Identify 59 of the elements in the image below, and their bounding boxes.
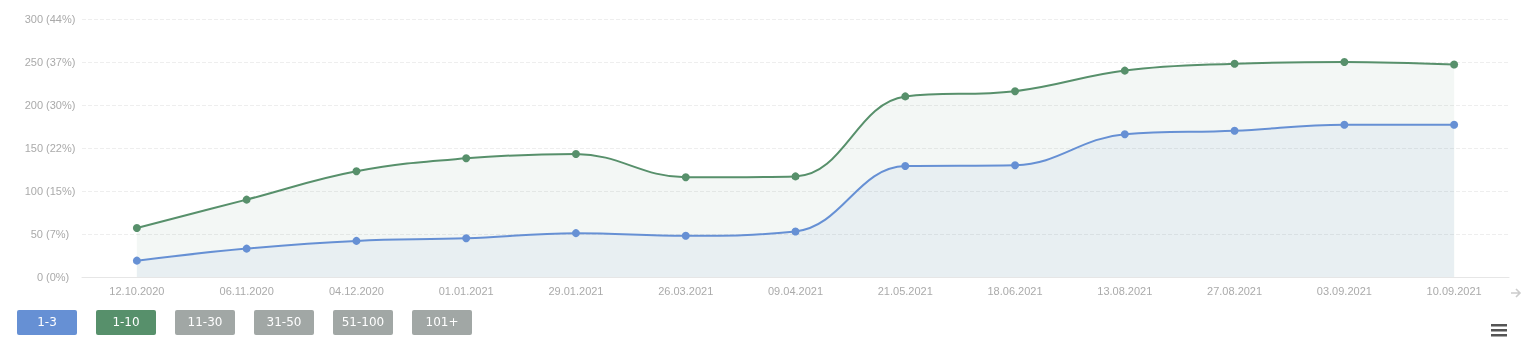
point bbox=[901, 162, 910, 171]
y2-tick-label: (44%) bbox=[46, 13, 76, 25]
x-tick-label: 27.08.2021 bbox=[1207, 284, 1263, 297]
x-tick-label: 06.11.2020 bbox=[219, 284, 274, 297]
point bbox=[1120, 66, 1129, 75]
point bbox=[791, 227, 800, 236]
point bbox=[681, 231, 690, 240]
y2-tick-label: (30%) bbox=[46, 99, 76, 111]
y-tick-label: 250 bbox=[24, 56, 43, 68]
x-tick-label: 04.12.2020 bbox=[328, 284, 384, 297]
point bbox=[132, 256, 141, 265]
text: 1-10 bbox=[96, 310, 156, 335]
point bbox=[571, 229, 580, 238]
point bbox=[1340, 58, 1349, 66]
text: 11-30 bbox=[175, 310, 235, 335]
point bbox=[1450, 60, 1459, 69]
point bbox=[462, 154, 471, 163]
point bbox=[1011, 87, 1020, 96]
point bbox=[462, 234, 471, 243]
point bbox=[681, 173, 690, 182]
point bbox=[1230, 126, 1239, 135]
point bbox=[571, 150, 580, 159]
point bbox=[1120, 130, 1129, 139]
y-tick-label: 200 bbox=[24, 99, 43, 111]
point bbox=[1011, 161, 1020, 170]
x-tick-label: 10.09.2021 bbox=[1426, 284, 1482, 297]
point bbox=[132, 223, 141, 232]
y2-tick-label: (7%) bbox=[46, 228, 70, 240]
y-tick-label: 50 bbox=[30, 228, 43, 240]
point bbox=[352, 167, 361, 176]
x-tick-label: 09.04.2021 bbox=[767, 284, 824, 297]
y2-tick-label: (15%) bbox=[46, 185, 76, 197]
y-tick-label: 300 bbox=[24, 13, 43, 25]
y-tick-label: 100 bbox=[24, 185, 43, 197]
y-tick-label: 0 bbox=[36, 271, 43, 283]
text: 1-3 bbox=[17, 310, 77, 335]
x-tick-label: 13.08.2021 bbox=[1097, 284, 1153, 297]
point bbox=[791, 172, 800, 181]
x-tick-label: 18.06.2021 bbox=[987, 284, 1043, 297]
point bbox=[352, 236, 361, 245]
x-tick-label: 12.10.2020 bbox=[109, 284, 165, 297]
point bbox=[242, 195, 251, 204]
point bbox=[1450, 120, 1459, 129]
text: 101+ bbox=[412, 310, 472, 335]
x-tick-label: 03.09.2021 bbox=[1316, 284, 1372, 297]
x-tick-label: 29.01.2021 bbox=[548, 284, 604, 297]
point bbox=[1230, 59, 1239, 68]
x-tick-label: 01.01.2021 bbox=[438, 284, 494, 297]
y2-tick-label: (22%) bbox=[46, 142, 76, 154]
x-tick-label: 21.05.2021 bbox=[877, 284, 933, 297]
y-tick-label: 150 bbox=[24, 142, 43, 154]
point bbox=[242, 244, 251, 253]
point bbox=[1340, 120, 1349, 129]
point bbox=[901, 92, 910, 101]
x-tick-label: 26.03.2021 bbox=[658, 284, 714, 297]
text: 31-50 bbox=[254, 310, 314, 335]
y2-tick-label: (37%) bbox=[46, 56, 76, 68]
legend-label: 51-100 bbox=[333, 310, 393, 335]
y2-tick-label: (0%) bbox=[46, 271, 70, 283]
